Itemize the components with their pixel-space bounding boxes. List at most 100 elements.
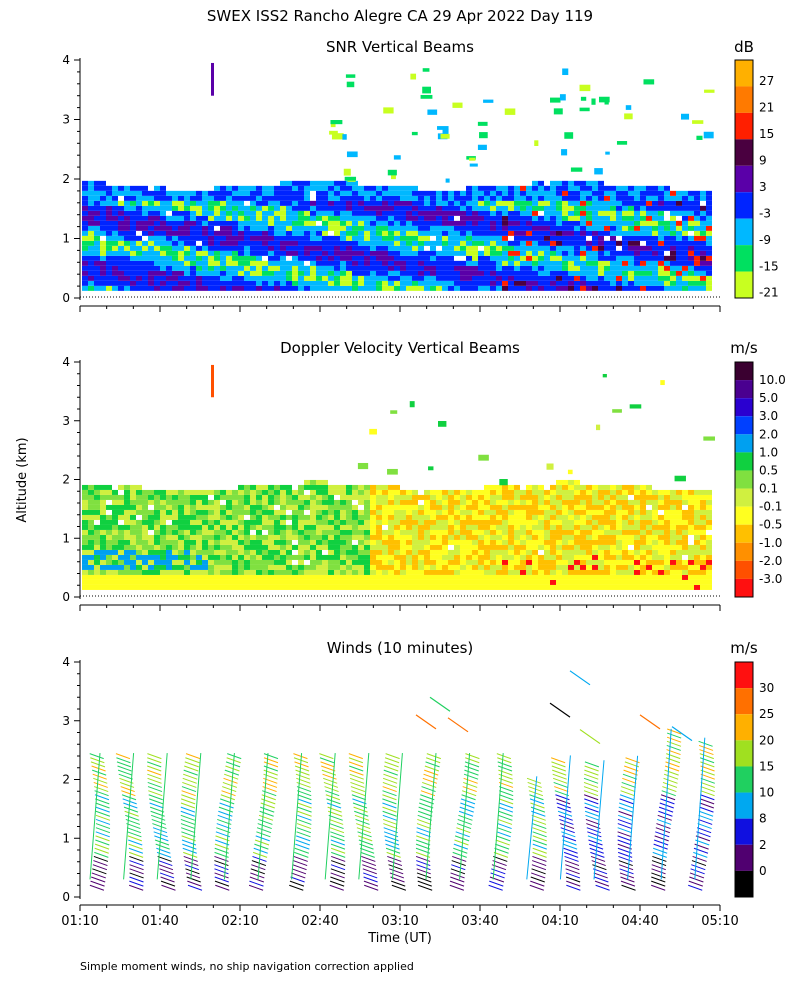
data-cell [610, 211, 616, 216]
data-cell [574, 206, 580, 211]
data-cell [292, 520, 298, 525]
data-cell [328, 276, 334, 281]
data-cell [592, 545, 598, 550]
colorbar-label: 0.5 [759, 463, 778, 477]
data-cell [658, 545, 664, 550]
data-cell [328, 570, 334, 575]
data-cell [556, 191, 562, 196]
data-cell [532, 570, 538, 575]
data-cell [622, 580, 628, 585]
data-cell [160, 281, 166, 286]
data-cell [208, 560, 214, 565]
data-cell [184, 500, 190, 505]
data-cell [118, 515, 124, 520]
data-cell [202, 495, 208, 500]
wind-barb [296, 836, 310, 841]
data-cell [262, 221, 268, 226]
data-cell [160, 256, 166, 261]
wind-barb [289, 885, 303, 890]
data-cell [298, 246, 304, 251]
data-cell [556, 276, 562, 281]
data-cell [652, 251, 658, 256]
data-cell [460, 206, 466, 211]
data-cell [250, 580, 256, 585]
data-cell [436, 555, 442, 560]
data-cell [430, 530, 436, 535]
data-cell [700, 256, 706, 261]
data-cell [526, 545, 532, 550]
data-cell [82, 251, 88, 256]
data-cell [568, 565, 574, 570]
data-cell [400, 535, 406, 540]
data-cell [190, 510, 196, 515]
wind-barb [532, 861, 546, 866]
data-cell [580, 565, 586, 570]
data-cell [292, 500, 298, 505]
data-cell [568, 261, 574, 266]
data-cell [130, 570, 136, 575]
data-cell [406, 585, 412, 590]
data-cell [196, 211, 202, 216]
data-cell [700, 286, 706, 291]
data-cell [388, 236, 394, 241]
wind-barb [184, 766, 198, 771]
data-cell [640, 231, 646, 236]
data-cell [670, 216, 676, 221]
data-cell [706, 495, 712, 500]
data-cell [316, 490, 322, 495]
data-cell [490, 490, 496, 495]
data-cell [604, 505, 610, 510]
data-cell [154, 201, 160, 206]
data-cell [430, 560, 436, 565]
data-cell [202, 540, 208, 545]
data-cell [94, 271, 100, 276]
data-cell [388, 550, 394, 555]
data-cell [460, 515, 466, 520]
data-cell [550, 98, 560, 103]
data-cell [160, 271, 166, 276]
data-cell [88, 510, 94, 515]
wind-barb [426, 762, 440, 767]
data-cell [292, 251, 298, 256]
data-cell [154, 490, 160, 495]
data-cell [466, 540, 472, 545]
data-cell [592, 520, 598, 525]
data-cell [508, 500, 514, 505]
wind-barb [222, 791, 236, 796]
data-cell [496, 565, 502, 570]
data-cell [322, 575, 328, 580]
wind-barb [291, 873, 305, 878]
data-cell [346, 505, 352, 510]
data-cell [616, 186, 622, 191]
data-cell [634, 256, 640, 261]
data-cell [568, 251, 574, 256]
data-cell [184, 246, 190, 251]
data-cell [130, 216, 136, 221]
data-cell [658, 201, 664, 206]
data-cell [460, 550, 466, 555]
data-cell [610, 585, 616, 590]
data-cell [688, 530, 694, 535]
data-cell [154, 505, 160, 510]
wind-barb [249, 885, 263, 890]
data-cell [634, 510, 640, 515]
data-cell [400, 495, 406, 500]
data-cell [136, 206, 142, 211]
data-cell [106, 251, 112, 256]
data-cell [190, 276, 196, 281]
data-cell [652, 201, 658, 206]
data-cell [142, 505, 148, 510]
data-cell [508, 231, 514, 236]
data-cell [526, 261, 532, 266]
data-cell [316, 495, 322, 500]
data-cell [136, 560, 142, 565]
data-cell [346, 201, 352, 206]
data-cell [268, 525, 274, 530]
data-cell [160, 196, 166, 201]
data-cell [526, 251, 532, 256]
data-cell [226, 261, 232, 266]
data-cell [286, 565, 292, 570]
data-cell [262, 495, 268, 500]
data-cell [322, 545, 328, 550]
data-cell [646, 281, 652, 286]
